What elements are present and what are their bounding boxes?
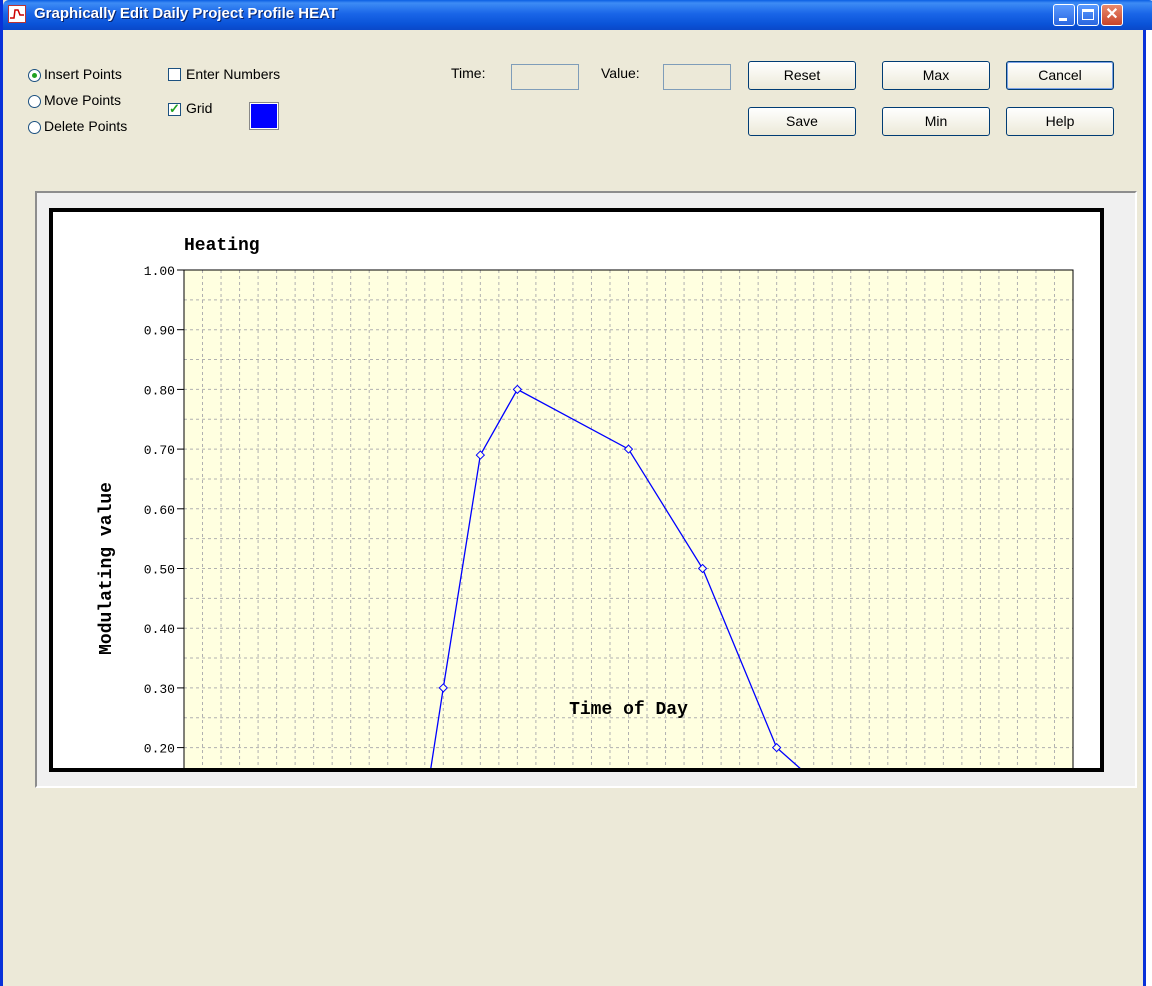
- y-tick-label: 0.70: [144, 443, 175, 458]
- title-bar[interactable]: Graphically Edit Daily Project Profile H…: [3, 0, 1152, 30]
- y-tick-label: 0.90: [144, 324, 175, 339]
- maximize-button[interactable]: [1077, 4, 1099, 26]
- value-input[interactable]: [663, 64, 731, 90]
- reset-button[interactable]: Reset: [748, 61, 856, 90]
- cancel-button[interactable]: Cancel: [1006, 61, 1114, 90]
- close-button[interactable]: ✕: [1101, 4, 1123, 26]
- delete-points-radio[interactable]: [28, 121, 41, 134]
- y-tick-label: 0.30: [144, 682, 175, 697]
- insert-points-radio[interactable]: [28, 69, 41, 82]
- save-button[interactable]: Save: [748, 107, 856, 136]
- chart-title: Heating: [184, 236, 260, 256]
- line-color-swatch[interactable]: [249, 102, 279, 130]
- value-label: Value:: [601, 65, 640, 81]
- minimize-button[interactable]: [1053, 4, 1075, 26]
- time-label: Time:: [451, 65, 486, 81]
- close-icon: ✕: [1105, 6, 1119, 23]
- y-tick-label: 0.20: [144, 742, 175, 757]
- chart-frame: 000204060810121416182022240.000.100.200.…: [49, 208, 1104, 899]
- profile-chart[interactable]: 000204060810121416182022240.000.100.200.…: [53, 212, 1100, 899]
- y-tick-label: 0.60: [144, 503, 175, 518]
- move-points-label[interactable]: Move Points: [44, 92, 122, 108]
- y-tick-label: 0.40: [144, 622, 175, 637]
- x-axis-title: Time of Day: [569, 700, 688, 720]
- enter-numbers-label[interactable]: Enter Numbers: [186, 66, 281, 82]
- max-button[interactable]: Max: [882, 61, 990, 90]
- data-point: [475, 450, 486, 460]
- y-tick-label: 0.50: [144, 563, 175, 578]
- min-button[interactable]: Min: [882, 107, 990, 136]
- time-input[interactable]: [511, 64, 579, 90]
- insert-points-label[interactable]: Insert Points: [44, 66, 122, 82]
- enter-numbers-checkbox[interactable]: [168, 68, 181, 81]
- y-axis-title: Modulating value: [97, 482, 117, 655]
- y-tick-label: 0.80: [144, 383, 175, 398]
- data-point: [697, 563, 708, 574]
- window-title: Graphically Edit Daily Project Profile H…: [34, 5, 338, 22]
- grid-checkbox[interactable]: [168, 101, 181, 117]
- help-button[interactable]: Help: [1006, 107, 1114, 136]
- move-points-radio[interactable]: [28, 95, 41, 108]
- grid-label[interactable]: Grid: [186, 100, 213, 116]
- profile-icon: [8, 5, 26, 23]
- data-point: [512, 384, 523, 395]
- data-point: [771, 742, 782, 753]
- delete-points-label[interactable]: Delete Points: [44, 118, 128, 134]
- y-tick-label: 1.00: [144, 264, 175, 279]
- data-point: [438, 683, 448, 693]
- data-point: [623, 444, 634, 454]
